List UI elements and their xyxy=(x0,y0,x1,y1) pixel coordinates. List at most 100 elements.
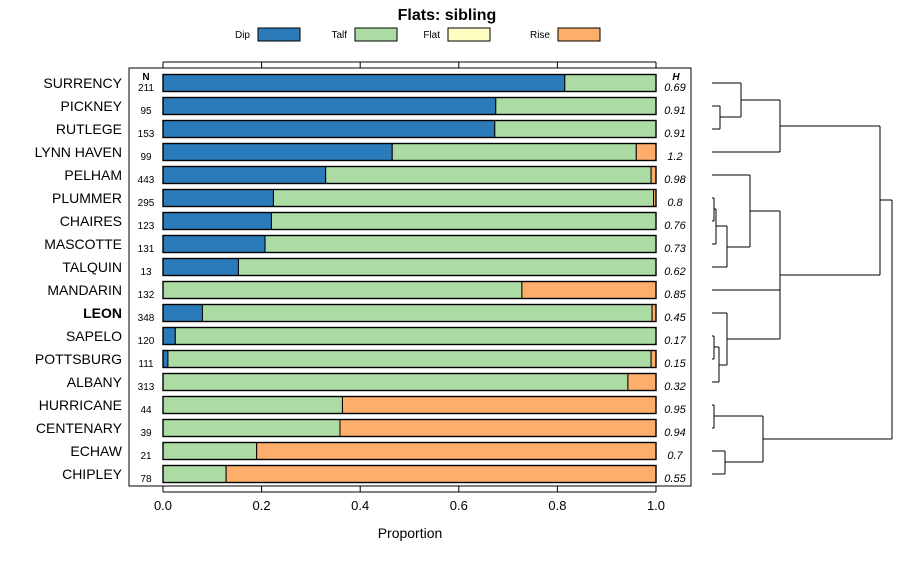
bar-segment-dip xyxy=(162,212,272,230)
bar-segment-dip xyxy=(162,74,566,92)
bar-outline xyxy=(162,395,657,415)
h-value: 0.62 xyxy=(664,266,685,278)
h-value: 0.95 xyxy=(664,404,686,416)
bar-segment-rise xyxy=(650,350,657,368)
row-chipley: CHIPLEY 78 0.55 xyxy=(62,464,687,485)
row-rutlege: RUTLEGE 153 0.91 xyxy=(56,119,686,140)
n-value: 95 xyxy=(140,106,152,117)
dendrogram-branch xyxy=(712,126,892,383)
bar-segment-talf xyxy=(270,212,657,230)
x-axis: 0.0 0.2 0.4 0.6 0.8 1.0 xyxy=(154,61,665,513)
category-label: ECHAW xyxy=(70,443,122,459)
category-label: SURRENCY xyxy=(43,75,122,91)
bar-segment-dip xyxy=(162,304,203,322)
category-label: CHIPLEY xyxy=(62,466,123,482)
bar-segment-dip xyxy=(162,143,393,161)
n-value: 131 xyxy=(138,244,155,255)
category-label: LEON xyxy=(83,305,122,321)
h-value: 0.91 xyxy=(664,105,685,117)
h-value: 0.98 xyxy=(664,174,686,186)
bar-segment-talf xyxy=(162,465,227,483)
bar-segment-dip xyxy=(162,97,497,115)
bar-segment-dip xyxy=(162,258,239,276)
bar-segment-dip xyxy=(162,120,496,138)
dendrogram xyxy=(712,82,893,475)
legend-label-rise: Rise xyxy=(530,30,550,41)
row-leon: LEON 348 0.45 xyxy=(83,303,687,324)
bar-outline xyxy=(162,73,657,93)
row-echaw: ECHAW 21 0.7 xyxy=(70,441,684,462)
bar-outline xyxy=(162,119,657,139)
bar-outline xyxy=(162,372,657,392)
bar-outline xyxy=(162,234,657,254)
bar-segment-rise xyxy=(650,166,657,184)
bar-outline xyxy=(162,96,657,116)
bar-segment-dip xyxy=(162,235,266,253)
category-label: SAPELO xyxy=(66,328,122,344)
dendrogram-branch xyxy=(712,82,880,153)
n-value: 39 xyxy=(140,428,152,439)
bar-outline xyxy=(162,441,657,461)
n-value: 44 xyxy=(140,405,152,416)
legend-swatch-flat xyxy=(447,27,491,42)
category-label: PLUMMER xyxy=(52,190,122,206)
x-axis-label: Proportion xyxy=(378,525,443,541)
x-tick-label: 0.4 xyxy=(351,498,369,513)
h-value: 0.73 xyxy=(664,243,686,255)
bar-segment-rise xyxy=(341,396,657,414)
bar-segment-talf xyxy=(162,442,258,460)
n-value: 123 xyxy=(138,221,155,232)
category-label: CENTENARY xyxy=(36,420,123,436)
bar-segment-talf xyxy=(494,120,657,138)
h-value: 0.17 xyxy=(664,335,686,347)
bar-segment-talf xyxy=(162,396,343,414)
bar-segment-dip xyxy=(162,350,169,368)
bar-segment-talf xyxy=(237,258,657,276)
x-tick-label: 1.0 xyxy=(647,498,665,513)
bar-outline xyxy=(162,349,657,369)
n-value: 99 xyxy=(140,152,152,163)
bar-outline xyxy=(162,165,657,185)
bar-segment-dip xyxy=(162,189,274,207)
n-value: 21 xyxy=(140,451,152,462)
h-value: 0.32 xyxy=(664,381,685,393)
row-mandarin: MANDARIN 132 0.85 xyxy=(47,280,687,301)
bar-segment-talf xyxy=(174,327,657,345)
category-label: RUTLEGE xyxy=(56,121,122,137)
plot-frame xyxy=(128,67,692,487)
h-value: 0.85 xyxy=(664,289,686,301)
bar-segment-talf xyxy=(167,350,652,368)
bar-segment-talf xyxy=(162,373,629,391)
row-mascotte: MASCOTTE 131 0.73 xyxy=(44,234,687,255)
bar-segment-talf xyxy=(162,419,341,437)
bar-segment-talf xyxy=(272,189,655,207)
legend-swatch-talf xyxy=(354,27,398,42)
h-value: 0.55 xyxy=(664,473,686,485)
n-value: 132 xyxy=(138,290,155,301)
legend: Dip Talf Flat Rise xyxy=(235,27,601,42)
bar-segment-rise xyxy=(339,419,657,437)
row-albany: ALBANY 313 0.32 xyxy=(67,372,686,393)
h-value: 0.91 xyxy=(664,128,685,140)
row-talquin: TALQUIN 13 0.62 xyxy=(62,257,686,278)
n-value: 13 xyxy=(140,267,152,278)
bar-outline xyxy=(162,211,657,231)
category-label: ALBANY xyxy=(67,374,123,390)
rows: SURRENCY 211 0.69 PICKNEY 95 0.91 RUTLEGE 153 0.… xyxy=(35,73,687,485)
bar-segment-rise xyxy=(256,442,657,460)
category-label: PICKNEY xyxy=(61,98,123,114)
category-label: CHAIRES xyxy=(60,213,122,229)
n-value: 153 xyxy=(138,129,155,140)
h-value: 0.15 xyxy=(664,358,686,370)
bar-segment-dip xyxy=(162,327,176,345)
chart-title: Flats: sibling xyxy=(398,7,497,24)
bar-segment-rise xyxy=(635,143,657,161)
n-value: 443 xyxy=(138,175,155,186)
category-label: HURRICANE xyxy=(39,397,122,413)
row-sapelo: SAPELO 120 0.17 xyxy=(66,326,687,347)
legend-label-talf: Talf xyxy=(331,30,347,41)
n-header: N xyxy=(142,72,149,83)
dendrogram-branch xyxy=(712,200,893,475)
row-pottsburg: POTTSBURG 111 0.15 xyxy=(35,349,687,370)
